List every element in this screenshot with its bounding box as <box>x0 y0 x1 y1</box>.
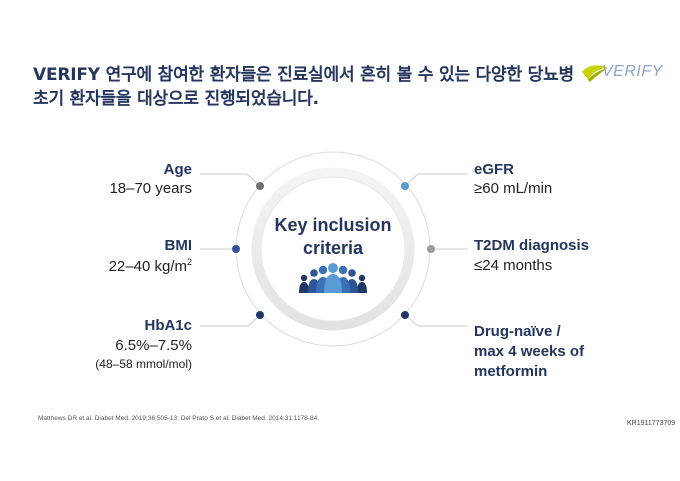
criterion-t2dm-value: ≤24 months <box>474 257 553 274</box>
document-code: KR1911773709 <box>627 420 676 427</box>
leaf-swoosh-icon <box>582 65 608 82</box>
criterion-drug-label: Drug-naïve / <box>474 323 561 340</box>
criterion-hba1c-note: (48–58 mmol/mol) <box>95 357 192 371</box>
criterion-hba1c-value: 6.5%–7.5% <box>115 337 192 354</box>
criterion-bmi-label: BMI <box>164 237 193 254</box>
criterion-hba1c-label: HbA1c <box>144 317 192 334</box>
title-line-1: VERIFY 연구에 참여한 환자들은 진료실에서 흔히 볼 수 있는 다양한 … <box>33 65 574 85</box>
criterion-age-label: Age <box>163 161 192 178</box>
dot-bmi <box>232 245 240 253</box>
center-title-line-2: criteria <box>302 238 364 258</box>
connector-hba1c <box>200 314 261 327</box>
dot-hba1c <box>256 311 264 319</box>
dot-age <box>256 182 264 190</box>
dot-egfr <box>401 182 409 190</box>
title-line-2: 초기 환자들을 대상으로 진행되었습니다. <box>33 89 319 109</box>
criterion-age-value: 18–70 years <box>109 180 192 197</box>
criterion-t2dm-label: T2DM diagnosis <box>474 237 590 254</box>
people-group-icon <box>299 263 367 293</box>
criterion-drug-value: max 4 weeks of <box>474 343 585 360</box>
verify-logo: VERIFY <box>580 62 675 86</box>
reference-footnote: Matthews DR et al. Diabet Med. 2019;36:5… <box>38 415 319 422</box>
connector-egfr <box>404 173 468 187</box>
logo-text: VERIFY <box>602 63 663 80</box>
center-title: Key inclusion criteria <box>258 214 408 260</box>
criterion-bmi-superscript: 2 <box>186 257 192 267</box>
connector-drug <box>404 314 468 327</box>
criterion-egfr-value: ≥60 mL/min <box>474 180 553 197</box>
connector-age <box>200 173 261 187</box>
dot-t2dm <box>427 245 435 253</box>
criterion-bmi-value-text: 22–40 kg/m <box>108 258 187 275</box>
page-title: VERIFY 연구에 참여한 환자들은 진료실에서 흔히 볼 수 있는 다양한 … <box>33 63 593 111</box>
criterion-drug-value-2: metformin <box>474 363 548 380</box>
criterion-bmi-value: 22–40 kg/m2 <box>109 257 192 275</box>
center-title-line-1: Key inclusion <box>274 215 392 235</box>
dot-drug <box>401 311 409 319</box>
criterion-egfr-label: eGFR <box>474 161 515 178</box>
